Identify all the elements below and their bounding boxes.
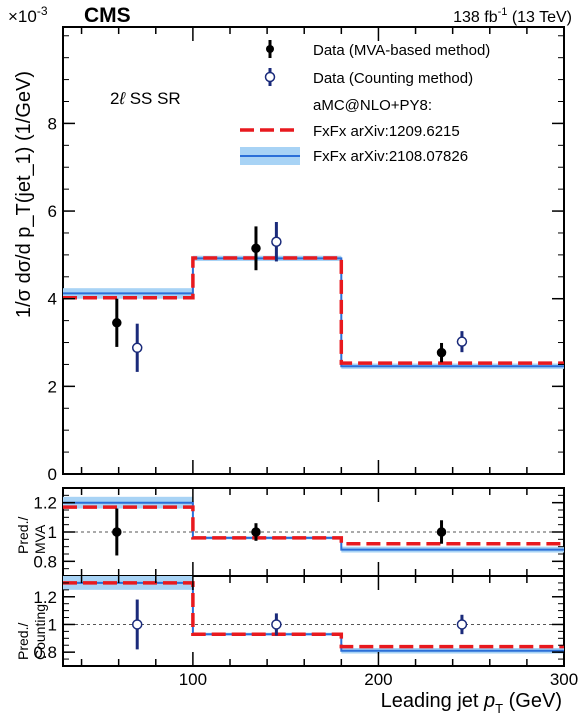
data-mva-point — [251, 527, 261, 537]
data-mva-point — [112, 527, 122, 537]
y-tick-label: 6 — [48, 202, 57, 221]
fxfx-red-line — [63, 256, 564, 365]
legend-marker-data-mva — [266, 45, 274, 53]
ratio-mva-panel: 0.8 1 1.2 — [33, 488, 565, 576]
legend-entry-fxfx-red: FxFx arXiv:1209.6215 — [240, 123, 460, 140]
legend-label-fxfx-blue: FxFx arXiv:2108.07826 — [313, 148, 468, 165]
ratio-counting-panel: 0.8 1 1.2 100 200 300 — [33, 576, 578, 689]
data-mva-point — [436, 347, 447, 358]
main-y-axis-title: 1/σ dσ/d p_T(jet_1) (1/GeV) — [13, 71, 35, 318]
legend-label-fxfx-red: FxFx arXiv:1209.6215 — [313, 123, 460, 140]
scale-factor-label: ×10-3 — [8, 4, 48, 26]
legend-marker-data-counting — [264, 71, 276, 83]
region-label: 2ℓ SS SR — [110, 89, 181, 108]
fxfx-red-line — [63, 581, 564, 649]
y-tick-label: 1.2 — [33, 588, 57, 607]
y-tick-label: 1 — [48, 615, 57, 634]
x-tick-label: 300 — [550, 670, 578, 689]
y-tick-label: 1 — [48, 523, 57, 542]
data-counting-point — [131, 342, 143, 354]
x-tick-label: 100 — [179, 670, 207, 689]
ratio-mva-y-title-line2: MVA — [32, 524, 48, 554]
data-mva-point — [436, 527, 447, 537]
y-tick-label: 8 — [48, 114, 57, 133]
data-mva-point — [251, 243, 261, 254]
ratio-counting-y-title-line2: Counting — [32, 604, 48, 660]
legend-label-data-mva: Data (MVA-based method) — [313, 42, 490, 59]
ratio-counting-y-title-line1: Pred./ — [15, 623, 31, 660]
legend-label-data-counting: Data (Counting method) — [313, 70, 473, 87]
y-tick-label: 0.8 — [33, 552, 57, 571]
main-panel: 0 2 4 6 8 — [48, 27, 565, 484]
x-tick-label: 200 — [364, 670, 392, 689]
legend-entry-data-counting: Data (Counting method) — [264, 68, 473, 87]
y-tick-label: 2 — [48, 377, 57, 396]
y-tick-label: 0.8 — [33, 643, 57, 662]
data-counting-point — [271, 619, 282, 630]
legend: Data (MVA-based method) Data (Counting m… — [240, 40, 490, 165]
ratio-counting-panel-frame — [62, 575, 565, 667]
legend-entry-data-mva: Data (MVA-based method) — [266, 40, 490, 59]
data-counting-point — [456, 336, 468, 347]
ratio-mva-y-title-line1: Pred./ — [15, 517, 31, 554]
experiment-label: CMS — [84, 4, 131, 27]
fxfx-red-line — [63, 505, 564, 546]
legend-entry-fxfx-blue: FxFx arXiv:2108.07826 — [240, 147, 468, 165]
lumi-label: 138 fb-1 (13 TeV) — [453, 6, 572, 26]
main-panel-frame — [62, 26, 565, 475]
data-mva-point — [112, 318, 122, 328]
y-tick-label: 4 — [48, 290, 57, 309]
y-tick-label: 0 — [48, 465, 57, 484]
fxfx-blue-line — [63, 501, 564, 551]
data-counting-point — [271, 236, 282, 247]
data-counting-point — [456, 619, 468, 630]
y-tick-label: 1.2 — [33, 494, 57, 513]
legend-mc-header: aMC@NLO+PY8: — [313, 97, 432, 114]
x-axis-title: Leading jet pT (GeV) — [381, 690, 562, 716]
data-counting-point — [131, 619, 143, 630]
